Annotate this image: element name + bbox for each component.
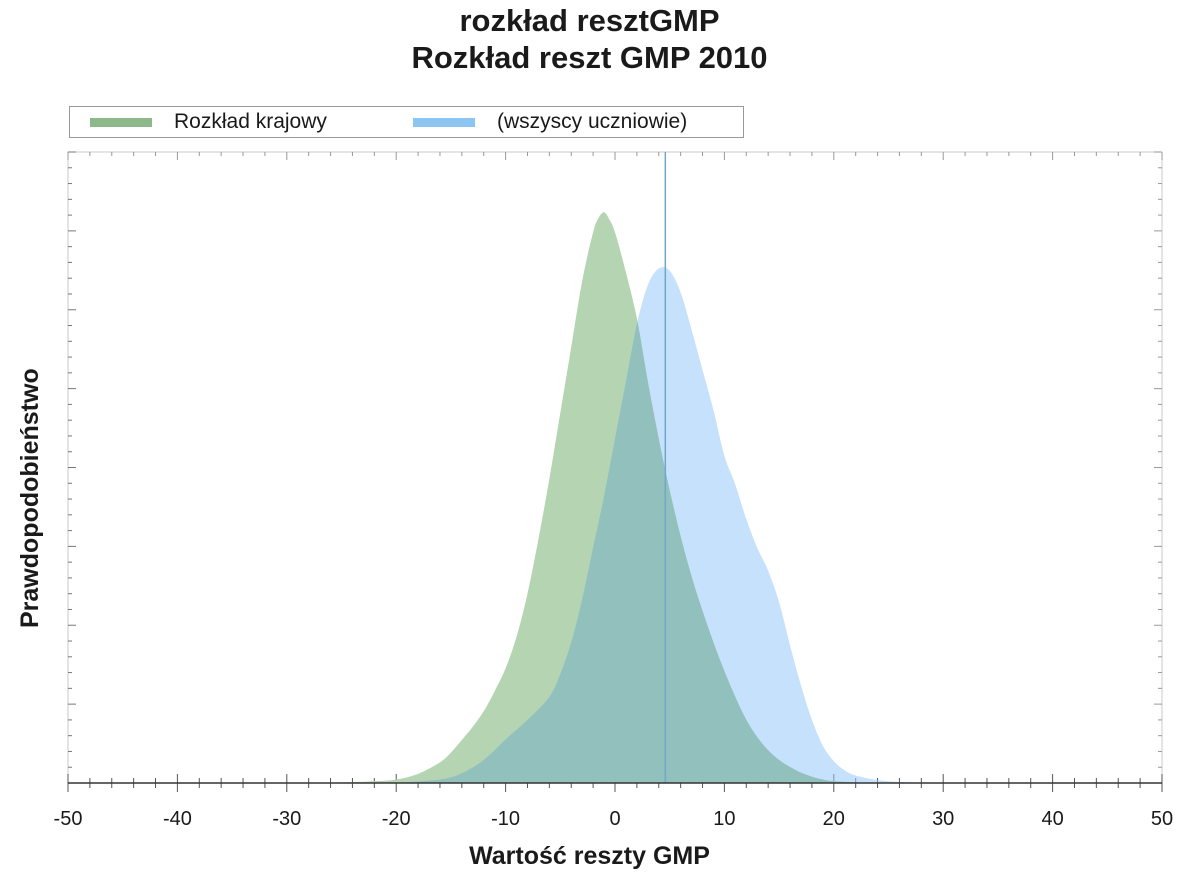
legend-label-rozklad-krajowy: Rozkład krajowy [174, 110, 327, 133]
x-tick-label: 30 [932, 808, 954, 830]
chart-subtitle: Rozkład reszt GMP 2010 [411, 40, 768, 75]
chart-title: rozkład resztGMP [459, 3, 720, 38]
x-tick-label: 20 [823, 808, 845, 830]
legend: Rozkład krajowy (wszyscy uczniowie) [69, 106, 744, 138]
x-tick-label: -50 [54, 808, 83, 830]
x-axis-label: Wartość reszty GMP [469, 842, 710, 870]
legend-item-wszyscy-uczniowie: (wszyscy uczniowie) [413, 107, 687, 137]
legend-label-wszyscy-uczniowie: (wszyscy uczniowie) [497, 110, 688, 133]
legend-swatch-wszyscy-uczniowie [413, 117, 475, 127]
chart-title-block: rozkład resztGMP Rozkład reszt GMP 2010 [0, 2, 1179, 76]
x-tick-label: 0 [609, 808, 620, 830]
x-tick-labels: -50 -40 -30 -20 -10 0 10 20 30 40 50 [54, 808, 1174, 830]
x-tick-label: 40 [1041, 808, 1063, 830]
x-tick-label: -30 [272, 808, 301, 830]
x-tick-label: -20 [382, 808, 411, 830]
x-tick-label: -40 [163, 808, 192, 830]
legend-item-rozklad-krajowy: Rozkład krajowy [90, 107, 327, 137]
series-area-overlap [396, 267, 944, 784]
x-tick-label: 50 [1151, 808, 1173, 830]
x-tick-label: -10 [491, 808, 520, 830]
x-tick-label: 10 [713, 808, 735, 830]
legend-swatch-rozklad-krajowy [90, 117, 152, 127]
